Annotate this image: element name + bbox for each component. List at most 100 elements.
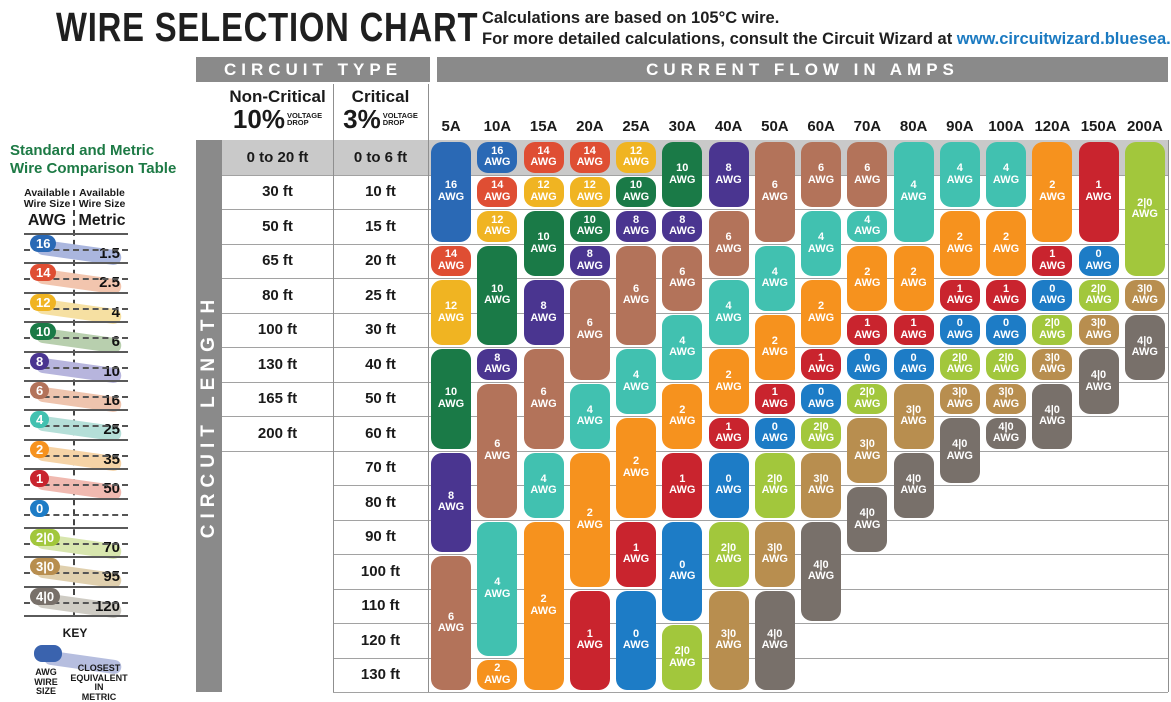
sidebar-title-line1: Standard and Metric [10,142,155,159]
wire-pill-90A-4|0: 4|0 AWG [939,418,980,483]
length-label-critical: 80 ft [365,493,396,511]
metric-value-6: 16 [103,392,120,409]
wire-pill-size: 12 [444,300,458,312]
wire-pill-15A-2: 2 AWG [523,521,564,690]
awg-chip-0: 0 [30,499,50,517]
wire-pill-unit: AWG [1039,259,1066,272]
awg-chip-8: 8 [30,352,50,370]
wire-pill-15A-12: 12 AWG [523,176,564,207]
wire-pill-unit: AWG [1039,363,1066,376]
wire-pill-15A-6: 6 AWG [523,349,564,449]
wire-pill-5A-10: 10 AWG [431,349,471,449]
wire-pill-size: 12 [491,213,504,226]
wire-pill-size: 3|0 [1044,351,1060,364]
metric-value-14: 2.5 [99,274,120,292]
length-label-critical: 120 ft [360,631,401,649]
wire-pill-unit: AWG [669,570,696,583]
wire-pill-unit: AWG [437,501,465,514]
metric-value-3|0: 95 [103,568,120,586]
metric-value-12: 4 [111,303,120,321]
length-label-critical: 40 ft [365,355,396,373]
amp-column-label-80A: 80A [899,118,928,135]
wire-pill-10A-12: 12 AWG [477,211,518,242]
wire-pill-unit: AWG [530,156,557,169]
sidebar-right-unit: Metric [78,212,126,229]
sidebar-row-dashed-line [24,513,128,516]
wire-pill-size: 1 [910,317,917,330]
length-label-noncritical: 200 ft [257,424,298,442]
awg-chip-16: 16 [30,235,57,252]
wire-pill-size: 4 [910,179,917,192]
sidebar-row-line [24,350,128,353]
wire-pill-10A-2: 2 AWG [477,659,518,690]
wire-pill-unit: AWG [854,277,881,289]
grid-row-line [222,312,1168,314]
non-critical-label: Non-Critical [229,87,326,106]
wire-pill-20A-1: 1 AWG [569,590,610,690]
amp-column-label-10A: 10A [483,118,512,135]
length-label-critical: 60 ft [365,424,396,442]
wire-pill-20A-14: 14 AWG [569,142,610,173]
wire-pill-unit: AWG [761,639,788,652]
wire-pill-20A-6: 6 AWG [569,280,610,380]
wire-pill-size: 4 [817,231,825,243]
wire-pill-20A-4: 4 AWG [569,383,610,449]
wire-pill-size: 4|0 [905,472,922,485]
sidebar-row-dashed-line [24,572,128,575]
wire-pill-10A-4: 4 AWG [477,521,518,656]
wire-pill-100A-2|0: 2|0 AWG [986,349,1026,380]
wire-pill-unit: AWG [530,604,557,617]
wire-pill-size: 0 [864,351,871,364]
wire-pill-size: 3|0 [1137,282,1153,295]
wire-pill-unit: AWG [669,415,696,427]
amp-column-label-90A: 90A [946,118,974,135]
wire-pill-unit: AWG [715,173,742,186]
length-label-critical: 50 ft [365,390,396,408]
wire-pill-size: 2 [632,455,640,468]
wire-pill-size: 3|0 [767,541,783,554]
wire-pill-unit: AWG [854,518,881,531]
wire-pill-unit: AWG [1039,415,1066,427]
wire-pill-50A-3|0: 3|0 AWG [754,521,795,587]
wire-pill-150A-2|0: 2|0 AWG [1078,280,1119,311]
wire-pill-10A-6: 6 AWG [477,383,518,518]
amp-column-label-60A: 60A [807,118,835,135]
wire-pill-40A-6: 6 AWG [708,211,749,276]
wire-pill-50A-0: 0 AWG [754,418,795,449]
circuit-wizard-link[interactable]: www.circuitwizard.bluesea.com [956,30,1171,48]
wire-pill-unit: AWG [900,190,927,203]
metric-value-4|0: 120 [94,597,120,615]
length-label-noncritical: 80 ft [262,286,293,304]
wire-pill-unit: AWG [622,294,650,307]
wire-pill-size: 3|0 [1090,317,1107,330]
sidebar-row-dashed-line [24,454,128,457]
sidebar-row-dashed-line [24,601,128,604]
awg-chip-2: 2 [30,440,50,458]
wire-pill-15A-14: 14 AWG [523,142,564,173]
sidebar-row-line [24,527,128,529]
sidebar-row-dashed-line [24,484,128,487]
wire-pill-10A-10: 10 AWG [477,245,518,345]
sidebar-row-line [24,321,128,324]
critical-voltage-drop: VOLTAGE DROP [383,111,418,127]
wire-pill-size: 2 [1002,231,1010,243]
wire-pill-150A-4|0: 4|0 AWG [1078,349,1119,414]
length-label-critical: 100 ft [360,562,401,580]
wire-pill-size: 1 [956,282,963,295]
subtitle-line2: For more detailed calculations, consult … [482,29,1171,50]
wire-pill-size: 4|0 [767,627,783,640]
wire-pill-unit: AWG [576,518,603,531]
length-label-critical: 110 ft [361,597,400,615]
amp-column-label-200A: 200A [1126,118,1163,135]
wire-pill-size: 10 [676,162,689,174]
length-label-noncritical: 0 to 20 ft [246,148,309,166]
wire-pill-size: 0 [679,558,686,571]
length-label-critical: 15 ft [365,217,396,235]
wire-pill-unit: AWG [530,311,557,324]
wire-pill-size: 8 [586,248,593,261]
sidebar-row-line [24,291,128,294]
sidebar-row-line [24,409,128,412]
wire-pill-200A-2|0: 2|0 AWG [1124,142,1165,276]
wire-pill-size: 2 [494,662,501,675]
wire-pill-unit: AWG [854,397,881,410]
